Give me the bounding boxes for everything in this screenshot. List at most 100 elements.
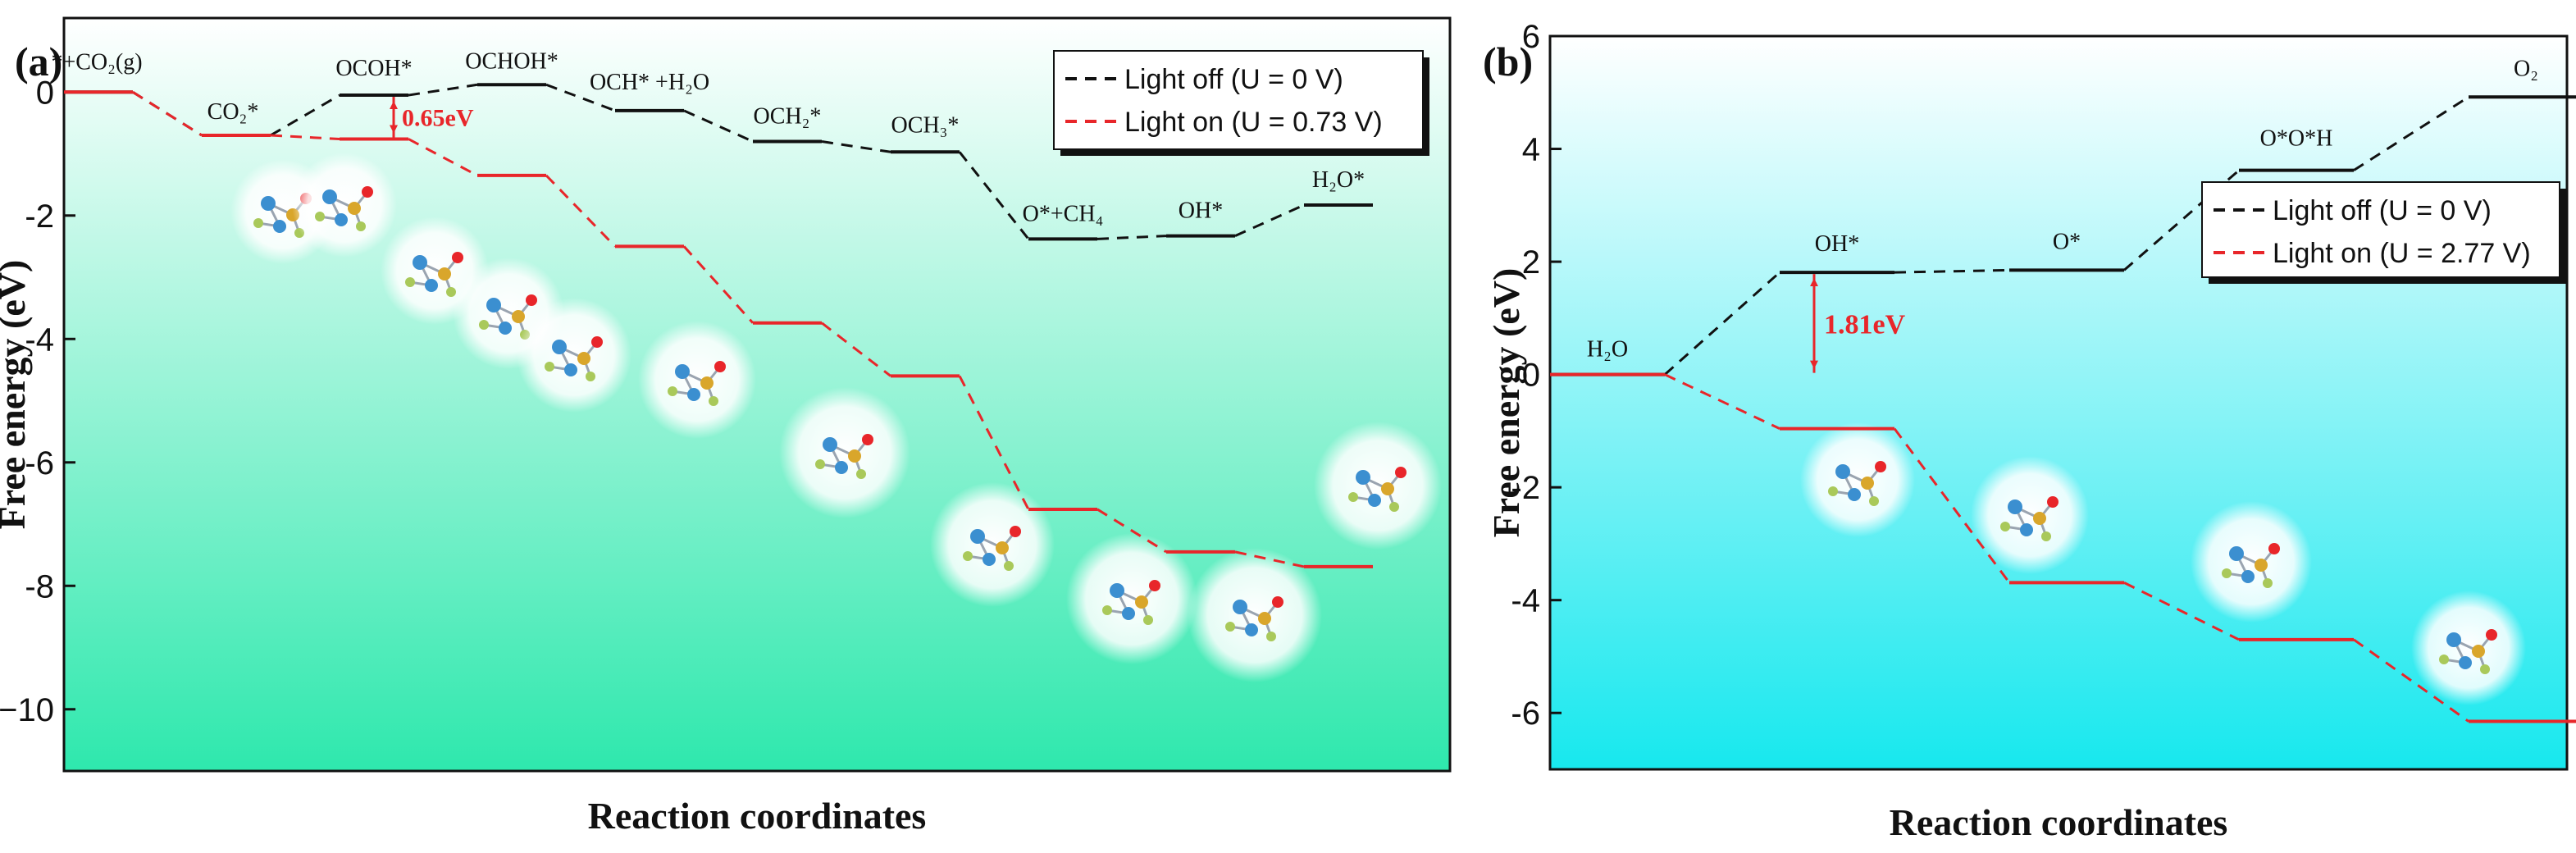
molecule-structure-2	[2191, 501, 2312, 623]
molecule-atom	[970, 529, 985, 544]
species-label: OCOH*	[335, 56, 412, 81]
y-tick-label: -2	[1511, 470, 1540, 506]
y-axis-label: Free energy (eV)	[1485, 268, 1527, 538]
molecule-atom	[1149, 580, 1160, 591]
molecule-atom	[996, 541, 1009, 554]
molecule-atom	[356, 221, 366, 231]
panel-a-chart: 0 -2 -4 -6 -8 −10 *+CO₂(g) CO₂* OCOH* OCHOH* OCH* …	[0, 16, 1452, 837]
transition-connector	[1097, 508, 1167, 554]
molecule-atom	[552, 340, 567, 354]
transition-connector	[2353, 96, 2469, 171]
molecule-atom	[1381, 482, 1394, 495]
molecule-structure-7	[930, 482, 1055, 607]
molecule-atom	[1869, 496, 1879, 506]
molecule-atom	[2222, 568, 2232, 578]
molecule-atom	[1848, 488, 1861, 501]
y-axis-label: Free energy (eV)	[0, 260, 33, 530]
molecule-structure-9	[1188, 548, 1322, 682]
molecule-atom	[1122, 607, 1135, 620]
molecule-atom	[1010, 526, 1021, 537]
transition-connector	[1664, 373, 1780, 430]
species-label: H₂O*	[1312, 167, 1365, 193]
molecule-atom	[452, 252, 463, 263]
molecule-atom	[848, 449, 861, 463]
molecule-atom	[2255, 559, 2268, 572]
molecule-atom	[591, 336, 603, 348]
series-light-on	[64, 90, 1373, 568]
molecule-atom	[835, 461, 848, 474]
species-label: O*O*H	[2260, 126, 2333, 152]
molecule-atom	[862, 434, 873, 445]
molecule-atom	[2008, 499, 2022, 514]
transition-connector	[270, 94, 340, 137]
species-label: *+CO₂(g)	[51, 49, 142, 75]
molecule-atom	[362, 186, 373, 198]
molecule-atom	[1875, 461, 1886, 472]
molecule-atom	[2263, 578, 2273, 588]
molecule-atom	[687, 388, 700, 401]
legend-entry: Light on (U = 2.77 V)	[2273, 238, 2531, 269]
molecule-atom	[273, 220, 286, 233]
molecule-structure-1	[292, 153, 397, 258]
molecule-atom	[1245, 623, 1258, 636]
transition-connector	[958, 375, 1030, 510]
transition-connector	[2123, 582, 2240, 641]
y-tick-label: -6	[1511, 696, 1540, 732]
molecule-atom	[714, 361, 726, 372]
molecule-atom	[1828, 486, 1838, 496]
molecule-atom	[564, 363, 577, 376]
molecule-atom	[2439, 655, 2449, 664]
molecule-atom	[1861, 477, 1874, 490]
y-tick-label: 2	[1522, 244, 1540, 281]
molecule-atom	[709, 396, 718, 406]
molecule-atom	[413, 255, 427, 270]
y-tick-label: -4	[1511, 583, 1540, 619]
molecule-atom	[545, 362, 554, 372]
legend: Light off (U = 0 V) Light on (U = 2.77 V)	[2201, 181, 2566, 284]
molecule-atom	[2459, 656, 2472, 669]
y-tick-label: -4	[25, 322, 54, 358]
y-tick-label: 0	[1522, 358, 1540, 394]
transition-connector	[1893, 427, 2011, 584]
species-label: O*	[2053, 229, 2081, 254]
molecule-atom	[1395, 467, 1407, 478]
molecule-atom	[2480, 664, 2490, 674]
molecule-atom	[675, 364, 690, 379]
molecule-atom	[253, 218, 263, 228]
molecule-atom	[668, 386, 677, 396]
molecule-atom	[2241, 570, 2255, 583]
molecule-structure-1	[1971, 456, 2089, 574]
molecule-atom	[1272, 596, 1283, 608]
molecule-atom	[2033, 512, 2046, 525]
energy-gap-label: 0.65eV	[402, 104, 474, 131]
y-tick-label: -6	[25, 445, 54, 481]
plot-frame	[1548, 34, 2569, 771]
molecule-atom	[499, 322, 512, 335]
transition-connector	[545, 174, 617, 248]
molecule-atom	[486, 298, 501, 312]
molecule-atom	[425, 279, 438, 292]
molecule-atom	[261, 196, 276, 211]
y-tick-label: -2	[25, 198, 54, 235]
species-label: O₂	[2514, 56, 2538, 81]
molecule-atom	[322, 189, 337, 204]
species-label: OCH₃*	[891, 112, 960, 138]
molecule-atom	[479, 320, 489, 330]
molecule-atom	[335, 213, 348, 226]
y-tick-label: −10	[0, 692, 54, 728]
molecule-atom	[2446, 632, 2461, 647]
molecule-atom	[2486, 629, 2497, 641]
molecule-atom	[348, 202, 361, 215]
molecule-structure-3	[2411, 591, 2526, 705]
molecule-atom	[1835, 464, 1850, 479]
molecule-structure-5	[638, 321, 756, 439]
molecule-structure-10	[1314, 422, 1442, 550]
species-label: H₂O	[1587, 337, 1628, 363]
plot-background	[1550, 36, 2567, 769]
energy-gap-label: 1.81eV	[1824, 309, 1906, 340]
molecule-atom	[315, 212, 325, 221]
molecule-atom	[1102, 605, 1112, 615]
molecule-atom	[700, 376, 714, 390]
molecule-atom	[2268, 543, 2280, 554]
